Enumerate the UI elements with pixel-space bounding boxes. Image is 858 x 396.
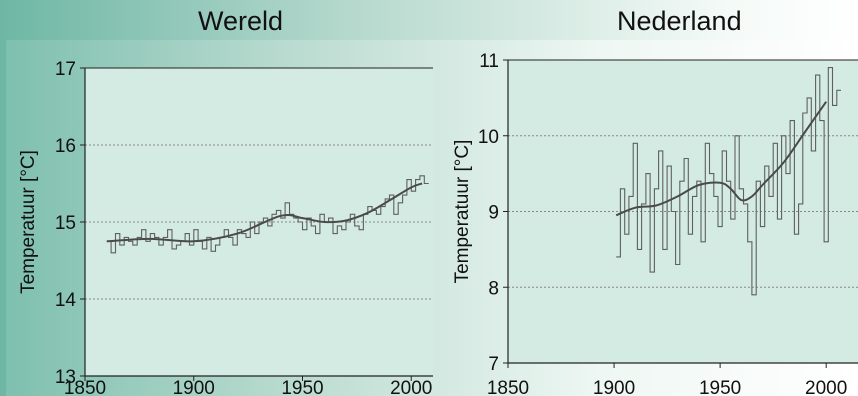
- nederland-xtick-label: 1950: [699, 378, 741, 396]
- nederland-xtick-label: 1900: [593, 378, 635, 396]
- wereld-ytick-label: 16: [55, 136, 76, 157]
- wereld-ytick-label: 15: [55, 213, 76, 234]
- wereld-xtick-label: 2000: [390, 378, 432, 396]
- nederland-plot-area: [508, 60, 858, 363]
- nederland-series-smoothed: [615, 101, 828, 217]
- wereld-ytick-label: 17: [55, 59, 76, 80]
- wereld-xtick-label: 1850: [64, 378, 106, 396]
- wereld-xtick-label: 1900: [173, 378, 215, 396]
- nederland-ytick-label: 10: [478, 127, 499, 148]
- nederland-ytick-label: 8: [488, 278, 499, 299]
- wereld-xtick-label: 1950: [281, 378, 323, 396]
- left-accent-strip: [0, 40, 6, 396]
- wereld-ytick-label: 14: [55, 290, 77, 311]
- nederland-xtick-label: 2000: [805, 378, 847, 396]
- nederland-ytick-label: 9: [488, 203, 499, 224]
- nederland-ylabel: Temperatuur [°C]: [452, 140, 473, 284]
- nederland-xtick-label: 1850: [487, 378, 529, 396]
- wereld-ytick-label: 13: [55, 367, 76, 388]
- nederland-series-annual: [616, 67, 841, 296]
- panel-title-nederland: Nederland: [617, 6, 742, 36]
- nederland-ytick-label: 7: [488, 354, 499, 375]
- wereld-ylabel: Temperatuur [°C]: [18, 150, 39, 294]
- wereld-series-smoothed: [106, 182, 423, 243]
- title-band: [0, 0, 858, 40]
- nederland-ytick-label: 11: [479, 51, 499, 72]
- panel-title-wereld: Wereld: [198, 6, 284, 36]
